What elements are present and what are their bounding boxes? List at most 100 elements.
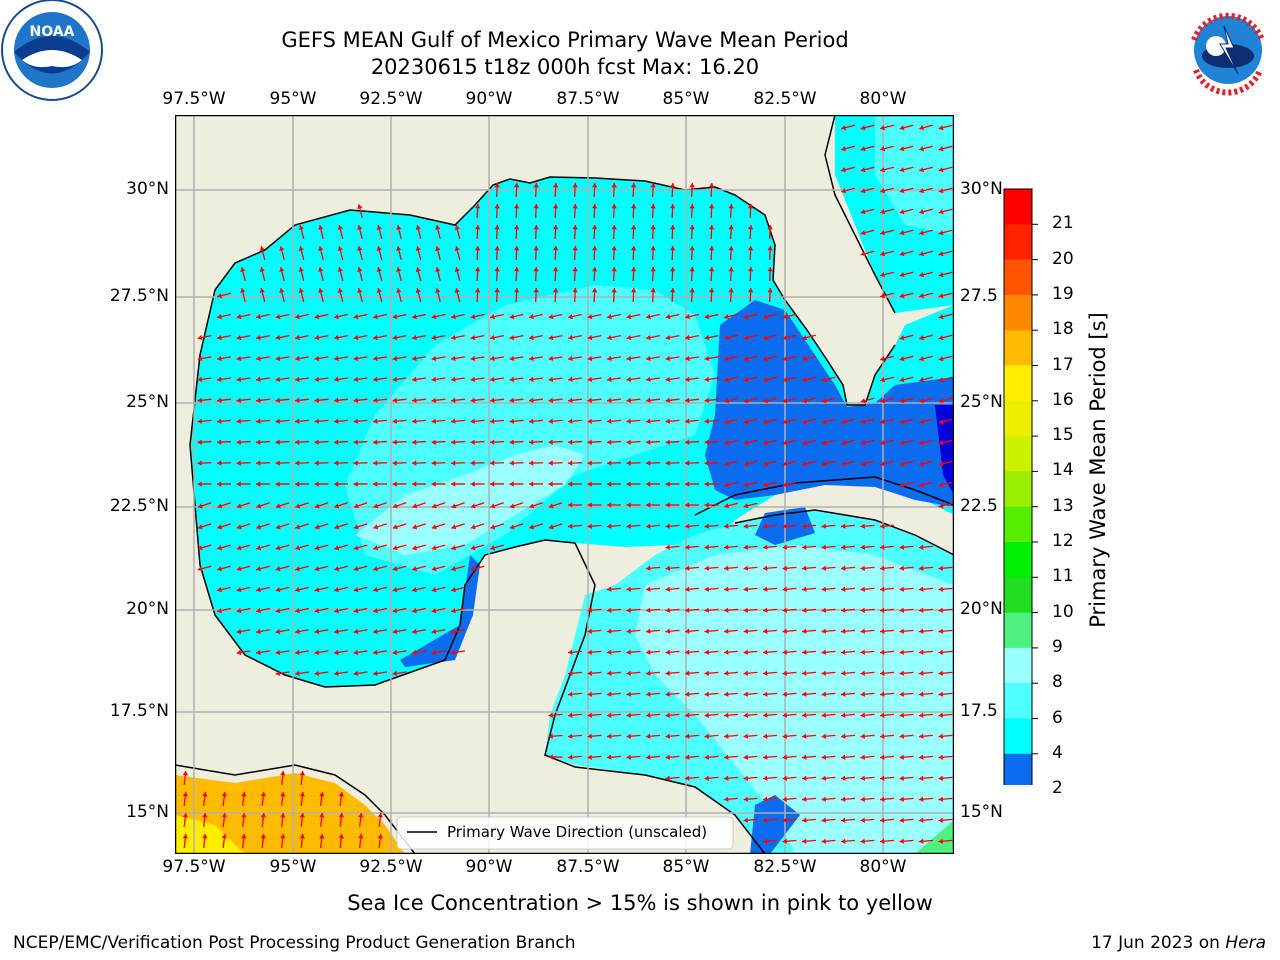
wave-direction-arrow: [568, 334, 582, 341]
wave-direction-arrow: [626, 334, 641, 341]
wave-direction-arrow: [314, 460, 329, 466]
wave-direction-arrow: [275, 481, 290, 487]
wave-direction-arrow: [298, 225, 305, 239]
wave-direction-arrow: [396, 225, 402, 239]
wave-direction-arrow: [606, 439, 622, 445]
wave-direction-arrow: [684, 607, 700, 613]
wave-direction-arrow: [470, 376, 485, 383]
wave-direction-arrow: [236, 313, 251, 320]
wave-direction-arrow: [221, 812, 227, 828]
wave-direction-arrow: [801, 628, 817, 634]
wave-direction-arrow: [743, 670, 758, 676]
wave-direction-arrow: [899, 586, 914, 592]
wave-direction-arrow: [353, 586, 368, 593]
wave-direction-arrow: [256, 628, 270, 635]
wave-direction-arrow: [669, 224, 676, 240]
wave-direction-arrow: [236, 523, 251, 530]
wave-direction-arrow: [646, 313, 660, 320]
wave-direction-arrow: [762, 754, 778, 760]
wave-direction-arrow: [880, 292, 894, 299]
colorbar-tick-label: 6: [1052, 707, 1063, 728]
wave-direction-arrow: [509, 439, 524, 445]
wave-direction-arrow: [587, 754, 602, 760]
wave-direction-arrow: [840, 817, 856, 823]
wave-direction-arrow: [626, 754, 641, 760]
wave-direction-arrow: [689, 182, 695, 198]
wave-direction-arrow: [899, 250, 914, 257]
wave-direction-arrow: [919, 460, 933, 467]
wave-direction-arrow: [782, 838, 797, 844]
wave-direction-arrow: [392, 523, 407, 530]
wave-direction-arrow: [684, 712, 700, 718]
wave-direction-arrow: [879, 523, 895, 529]
wave-direction-arrow: [645, 754, 661, 760]
wave-direction-arrow: [689, 266, 695, 282]
colorbar-bin: [1004, 542, 1032, 578]
wave-direction-arrow: [216, 397, 232, 403]
wave-direction-arrow: [217, 523, 231, 530]
wave-direction-arrow: [197, 565, 212, 572]
wave-direction-arrow: [295, 628, 309, 635]
colorbar-tick-label: 10: [1052, 601, 1074, 622]
wave-direction-arrow: [431, 397, 446, 403]
wave-direction-arrow: [665, 544, 680, 550]
wave-direction-arrow: [217, 292, 231, 299]
wave-direction-arrow: [665, 397, 680, 403]
wave-direction-arrow: [665, 418, 680, 424]
wave-direction-arrow: [548, 376, 563, 383]
wave-direction-arrow: [353, 460, 368, 466]
wave-direction-arrow: [376, 288, 383, 302]
wave-direction-arrow: [841, 145, 855, 152]
wave-direction-arrow: [474, 224, 481, 240]
wave-direction-arrow: [802, 460, 816, 467]
wave-direction-arrow: [611, 224, 617, 240]
wave-direction-arrow: [860, 250, 875, 257]
wave-direction-arrow: [669, 245, 676, 261]
wave-direction-arrow: [801, 649, 817, 655]
wave-direction-arrow: [431, 523, 446, 530]
wave-direction-arrow: [762, 670, 778, 676]
wave-direction-arrow: [626, 313, 641, 320]
wave-direction-arrow: [216, 376, 232, 383]
wave-direction-arrow: [606, 607, 622, 613]
wave-direction-arrow: [665, 649, 680, 655]
wave-direction-arrow: [938, 502, 953, 509]
wave-direction-arrow: [684, 628, 700, 634]
wave-direction-arrow: [606, 628, 622, 634]
wave-direction-arrow: [606, 649, 622, 655]
wave-direction-arrow: [938, 607, 953, 613]
wave-direction-arrow: [879, 586, 895, 592]
wave-direction-arrow: [723, 712, 739, 718]
wave-direction-arrow: [392, 334, 407, 341]
wave-direction-arrow: [299, 770, 305, 786]
wave-direction-arrow: [645, 439, 661, 445]
wave-direction-arrow: [279, 267, 285, 281]
wave-direction-arrow: [494, 266, 500, 282]
wave-direction-arrow: [762, 733, 778, 739]
wave-direction-arrow: [587, 397, 602, 403]
wave-direction-arrow: [279, 288, 285, 302]
wave-direction-arrow: [860, 523, 875, 529]
wave-direction-arrow: [860, 796, 875, 802]
wave-direction-arrow: [919, 439, 933, 446]
wave-direction-arrow: [918, 649, 934, 655]
wave-direction-arrow: [548, 754, 563, 760]
wave-direction-arrow: [724, 313, 738, 320]
lon-tick-label: 97.5°W: [162, 89, 226, 109]
wave-direction-arrow: [489, 460, 505, 466]
wave-direction-arrow: [650, 203, 656, 219]
wave-direction-arrow: [392, 544, 407, 551]
wave-direction-arrow: [314, 334, 329, 341]
wave-direction-arrow: [802, 334, 816, 341]
chart-subtitle: 20230615 t18z 000h fcst Max: 16.20: [370, 55, 760, 79]
wave-direction-arrow: [431, 334, 446, 341]
wave-direction-arrow: [280, 770, 286, 786]
wave-direction-arrow: [197, 502, 212, 509]
colorbar-tick-label: 17: [1052, 354, 1074, 375]
wave-direction-arrow: [728, 245, 734, 261]
wave-direction-arrow: [743, 313, 758, 320]
yucatan-blue-patch: [400, 555, 480, 667]
wave-direction-arrow: [860, 586, 875, 592]
wave-direction-arrow: [782, 481, 797, 488]
wave-direction-arrow: [259, 288, 266, 302]
